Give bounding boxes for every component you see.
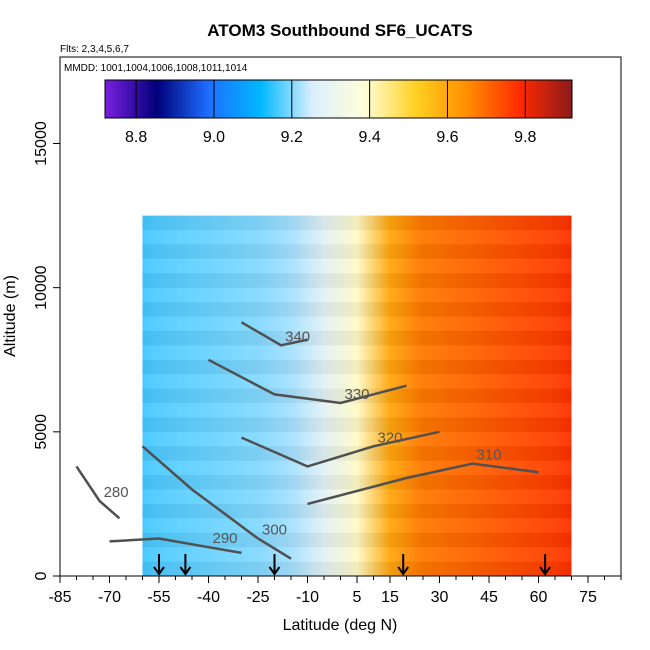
altitude-bin — [142, 547, 572, 562]
altitude-bin — [142, 446, 572, 461]
colorbar-tick-label: 9.6 — [436, 129, 458, 146]
altitude-bin — [142, 330, 572, 346]
contour-label: 310 — [477, 447, 502, 464]
flights-subtitle: Flts: 2,3,4,5,6,7 — [60, 44, 129, 55]
x-tick-label: -70 — [98, 589, 121, 606]
colorbar — [104, 79, 573, 119]
flight-arrow-head — [153, 566, 165, 576]
x-tick-label: -85 — [48, 589, 71, 606]
flight-arrow-head — [268, 566, 281, 576]
x-tick-label: 60 — [530, 589, 548, 606]
x-tick-label: -40 — [197, 589, 220, 606]
contour-label: 320 — [378, 429, 403, 446]
y-tick-label: 5000 — [33, 414, 50, 450]
altitude-bin — [142, 359, 572, 375]
contour-label: 290 — [213, 530, 238, 547]
y-axis: 0 5000 10000 15000 — [33, 121, 60, 580]
x-tick-label: -25 — [246, 589, 269, 606]
theta-contour-330 — [207, 358, 407, 405]
colorbar-ticks: 8.8 9.0 9.2 9.4 9.6 9.8 — [125, 80, 537, 146]
colorbar-tick-label: 9.8 — [514, 129, 536, 146]
x-tick-label: 15 — [381, 589, 399, 606]
colorbar-tick-label: 8.8 — [125, 129, 147, 146]
colorbar-tick-label: 9.0 — [203, 129, 225, 146]
x-tick-label: 5 — [353, 589, 362, 606]
theta-contour-320 — [241, 430, 440, 468]
altitude-bin — [142, 258, 572, 274]
contour-label: 330 — [345, 386, 370, 403]
altitude-bin — [142, 230, 572, 245]
theta-contour-300 — [141, 445, 292, 560]
altitude-bin — [142, 302, 572, 317]
altitude-bin — [142, 316, 572, 331]
flight-arrow-head — [179, 566, 192, 576]
x-tick-label: 30 — [431, 589, 449, 606]
x-tick-label: -10 — [296, 589, 319, 606]
contour-label: 300 — [262, 522, 287, 539]
altitude-bin — [142, 475, 572, 490]
x-tick-label: 75 — [579, 589, 597, 606]
altitude-bin — [142, 532, 572, 548]
altitude-bin — [142, 561, 572, 576]
contour-label: 280 — [104, 484, 129, 501]
altitude-bin — [142, 244, 572, 259]
x-tick-label: 45 — [480, 589, 498, 606]
altitude-bin — [142, 273, 572, 288]
heatmap-field — [142, 215, 572, 576]
y-axis-label: Altitude (m) — [2, 275, 19, 357]
altitude-bin — [142, 417, 572, 432]
theta-contours: 280 290 300 310 320 330 340 — [75, 321, 539, 560]
altitude-bin — [142, 518, 572, 533]
altitude-bin — [142, 489, 572, 504]
theta-contour-280 — [75, 465, 121, 520]
theta-contour-340 — [240, 321, 308, 347]
colorbar-tick-label: 9.4 — [359, 129, 381, 146]
altitude-bin — [142, 345, 572, 360]
y-tick-label: 15000 — [33, 121, 50, 166]
altitude-bin — [142, 215, 572, 230]
dates-subtitle: MMDD: 1001,1004,1006,1008,1011,1014 — [64, 63, 248, 74]
theta-contour-310 — [307, 462, 539, 506]
x-axis-label: Latitude (deg N) — [283, 617, 398, 634]
altitude-bin — [142, 374, 572, 389]
x-axis: -85 -70 -55 -40 -25 -10 5 15 30 45 60 75 — [48, 576, 622, 606]
sf6-heatmap — [142, 215, 572, 576]
flight-arrow-head — [539, 566, 551, 576]
flight-arrows — [153, 554, 551, 576]
flight-arrow-head — [397, 566, 410, 576]
contour-label: 340 — [285, 328, 310, 345]
chart-title: ATOM3 Southbound SF6_UCATS — [207, 21, 472, 40]
altitude-bin — [142, 503, 572, 519]
colorbar-tick-label: 9.2 — [281, 129, 303, 146]
altitude-bin — [142, 431, 572, 447]
altitude-bin — [142, 287, 572, 303]
y-tick-label: 0 — [33, 571, 50, 580]
altitude-bin — [142, 403, 572, 418]
x-tick-label: -55 — [147, 589, 170, 606]
theta-contour-290 — [109, 537, 242, 555]
y-tick-label: 10000 — [33, 265, 50, 310]
altitude-bin — [142, 388, 572, 403]
